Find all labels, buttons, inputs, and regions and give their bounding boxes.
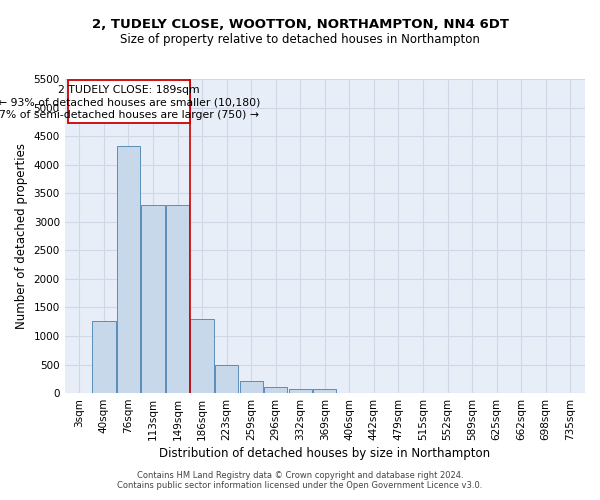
Y-axis label: Number of detached properties: Number of detached properties (15, 143, 28, 329)
Text: Contains HM Land Registry data © Crown copyright and database right 2024.
Contai: Contains HM Land Registry data © Crown c… (118, 470, 482, 490)
Bar (264, 388, 287, 393)
Bar (166, 204, 189, 393)
Bar (289, 388, 312, 393)
X-axis label: Distribution of detached houses by size in Northampton: Distribution of detached houses by size … (159, 447, 490, 460)
Text: 2, TUDELY CLOSE, WOOTTON, NORTHAMPTON, NN4 6DT: 2, TUDELY CLOSE, WOOTTON, NORTHAMPTON, N… (91, 18, 509, 30)
Bar (190, 320, 214, 393)
Bar (92, 320, 116, 393)
Text: ← 93% of detached houses are smaller (10,180): ← 93% of detached houses are smaller (10… (0, 98, 260, 108)
Text: Size of property relative to detached houses in Northampton: Size of property relative to detached ho… (120, 32, 480, 46)
Text: 7% of semi-detached houses are larger (750) →: 7% of semi-detached houses are larger (7… (0, 110, 259, 120)
FancyBboxPatch shape (68, 80, 190, 123)
Bar (239, 381, 263, 393)
Bar (215, 365, 238, 393)
Bar (117, 146, 140, 393)
Text: 2 TUDELY CLOSE: 189sqm: 2 TUDELY CLOSE: 189sqm (58, 84, 200, 94)
Bar (313, 389, 337, 393)
Bar (142, 204, 164, 393)
